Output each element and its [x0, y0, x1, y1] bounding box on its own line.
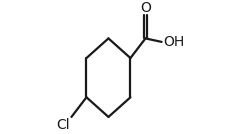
Text: Cl: Cl	[56, 118, 70, 132]
Text: O: O	[140, 1, 151, 15]
Text: OH: OH	[163, 35, 184, 49]
